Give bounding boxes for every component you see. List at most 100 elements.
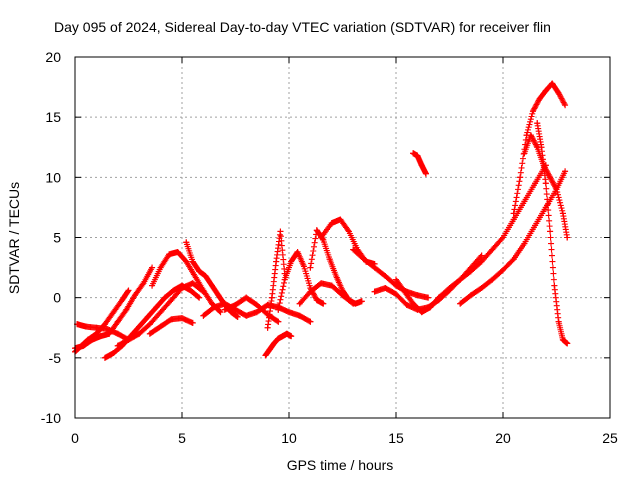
- data-point: [555, 90, 562, 97]
- data-point: [521, 150, 528, 157]
- data-point: [414, 152, 421, 159]
- data-point: [478, 252, 485, 259]
- y-tick-label: -5: [49, 350, 62, 366]
- data-point: [414, 292, 421, 299]
- data-point: [371, 288, 378, 295]
- series-markers: [262, 330, 295, 359]
- data-point: [208, 300, 215, 307]
- data-point: [564, 234, 571, 241]
- data-point: [540, 162, 547, 169]
- data-point: [307, 288, 314, 295]
- data-point: [425, 294, 432, 301]
- data-point: [232, 301, 239, 308]
- data-point: [110, 309, 117, 316]
- data-point: [393, 291, 399, 298]
- data-point: [532, 222, 539, 229]
- data-point: [183, 239, 190, 246]
- data-point: [457, 300, 464, 307]
- y-tick-label: 0: [53, 290, 61, 306]
- data-point: [286, 309, 292, 316]
- data-point: [189, 280, 196, 287]
- data-point: [125, 336, 132, 343]
- data-point: [166, 251, 173, 258]
- data-point: [457, 276, 464, 283]
- data-point: [410, 150, 417, 157]
- data-point: [300, 263, 307, 270]
- data-point: [136, 330, 143, 337]
- data-point: [313, 297, 320, 304]
- data-point: [478, 258, 485, 265]
- x-tick-label: 25: [602, 430, 618, 446]
- data-point: [187, 287, 194, 294]
- series-arc-13: [275, 248, 327, 313]
- data-point: [562, 102, 569, 109]
- data-point: [536, 96, 543, 103]
- data-point: [191, 273, 198, 280]
- x-tick-labels: 0 5 10 15 20 25: [71, 430, 618, 446]
- data-point: [279, 333, 286, 340]
- data-point: [521, 240, 528, 247]
- data-point: [82, 323, 89, 330]
- data-point: [489, 276, 496, 283]
- series-arc-10: [221, 294, 282, 325]
- data-point: [157, 323, 164, 330]
- data-point: [183, 258, 190, 265]
- data-point: [328, 220, 335, 227]
- y-axis-label: SDTVAR / TECUs: [6, 182, 22, 294]
- data-point: [146, 330, 153, 337]
- y-tick-label: 20: [45, 49, 61, 65]
- chart-title: Day 095 of 2024, Sidereal Day-to-day VTE…: [54, 19, 551, 35]
- data-point: [564, 340, 571, 347]
- data-point: [253, 309, 260, 316]
- data-point: [262, 352, 269, 359]
- data-point: [217, 309, 224, 316]
- data-point: [382, 285, 389, 292]
- data-point: [136, 323, 143, 330]
- data-point: [208, 282, 215, 289]
- data-point: [401, 288, 408, 295]
- data-point: [221, 306, 228, 313]
- data-point: [196, 268, 203, 275]
- data-point: [296, 312, 303, 319]
- y-tick-label: -10: [41, 410, 61, 426]
- data-point: [174, 248, 181, 255]
- x-tick-label: 15: [388, 430, 404, 446]
- data-point: [221, 300, 228, 307]
- data-point: [510, 256, 517, 263]
- data-point: [307, 264, 314, 271]
- data-point: [200, 312, 207, 319]
- data-point: [277, 228, 284, 235]
- data-point: [360, 256, 367, 263]
- data-point: [467, 268, 474, 275]
- data-point: [559, 210, 566, 217]
- data-point: [500, 266, 506, 273]
- axis-ticks: [74, 56, 611, 419]
- x-tick-label: 0: [71, 430, 79, 446]
- data-point: [170, 287, 177, 294]
- data-point: [104, 325, 111, 332]
- data-point: [521, 198, 528, 205]
- series-arc-18: [371, 252, 485, 313]
- x-tick-label: 5: [178, 430, 186, 446]
- data-point: [202, 273, 209, 280]
- data-point: [157, 264, 164, 271]
- series-arc-22: [457, 168, 569, 307]
- data-point: [89, 336, 96, 343]
- data-point: [264, 324, 271, 331]
- data-point: [275, 335, 282, 342]
- data-point: [271, 340, 278, 347]
- data-point: [149, 264, 156, 271]
- data-point: [446, 285, 453, 292]
- y-tick-labels: -10 -5 0 5 10 15 20: [41, 49, 61, 426]
- data-point: [179, 315, 185, 322]
- data-point: [114, 342, 121, 349]
- data-point: [140, 280, 147, 287]
- data-point: [333, 273, 340, 280]
- data-point: [97, 333, 104, 340]
- data-point: [144, 313, 151, 320]
- data-point: [211, 304, 218, 311]
- data-point: [549, 80, 556, 87]
- data-point: [489, 246, 496, 253]
- data-point: [281, 276, 288, 283]
- y-tick-label: 5: [53, 230, 61, 246]
